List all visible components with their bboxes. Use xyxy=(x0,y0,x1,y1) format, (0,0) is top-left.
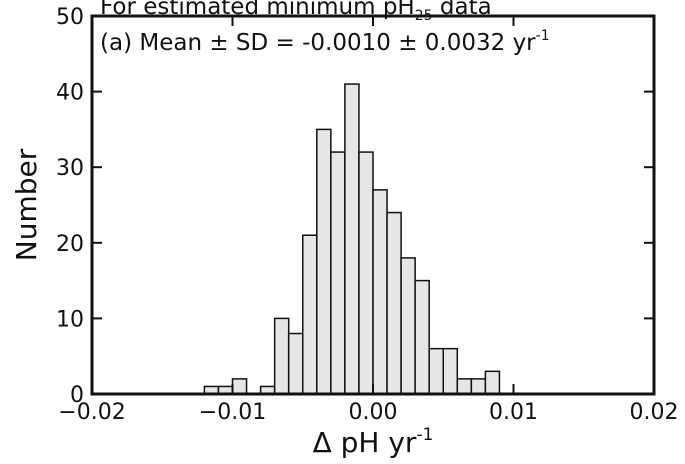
histogram-bar xyxy=(273,317,290,395)
histogram-bar xyxy=(344,83,360,395)
stats-annotation-text: (a) Mean ± SD = -0.0010 ± 0.0032 yr xyxy=(100,30,536,56)
histogram-bar xyxy=(414,279,430,395)
histogram-bar xyxy=(330,151,346,395)
y-tick-labels: 0 10 20 30 40 50 xyxy=(56,5,84,408)
histogram-bar xyxy=(386,211,402,395)
x-tick-label: −0.02 xyxy=(58,400,125,425)
y-axis-label: Number xyxy=(10,148,43,261)
histogram-bars xyxy=(203,83,501,395)
chart-title: For estimated minimum pH25 data xyxy=(100,0,492,24)
y-tick-label: 50 xyxy=(56,5,84,30)
histogram-bar xyxy=(316,128,332,395)
histogram-bar xyxy=(484,370,501,395)
histogram-bar xyxy=(287,332,304,395)
plot-frame xyxy=(90,14,656,396)
histogram-bar xyxy=(470,378,487,395)
y-tick-label: 40 xyxy=(56,81,84,106)
y-tick-label: 10 xyxy=(56,307,84,332)
y-tick-label: 0 xyxy=(70,383,84,408)
x-axis-label-superscript: -1 xyxy=(416,425,433,445)
x-axis-label-text: Δ pH yr xyxy=(313,426,417,459)
y-tick-label: 20 xyxy=(56,232,84,257)
x-axis-label: Δ pH yr-1 xyxy=(313,425,434,459)
x-tick-label: 0.01 xyxy=(489,400,538,425)
x-tick-label: 0.02 xyxy=(630,400,679,425)
histogram-bar xyxy=(400,257,416,395)
histogram-bar xyxy=(428,347,445,395)
histogram-bar xyxy=(372,189,388,395)
histogram-bar xyxy=(442,347,459,395)
x-tick-labels: −0.02 −0.01 0.00 0.01 0.02 xyxy=(58,400,678,425)
histogram-bar xyxy=(231,378,248,395)
y-tick-label: 30 xyxy=(56,156,84,181)
stats-annotation: (a) Mean ± SD = -0.0010 ± 0.0032 yr-1 xyxy=(100,28,550,56)
stats-annotation-superscript: -1 xyxy=(536,28,550,44)
histogram-bar xyxy=(456,378,473,395)
histogram-bar xyxy=(302,234,318,395)
x-tick-label: 0.00 xyxy=(349,400,398,425)
x-tick-label: −0.01 xyxy=(199,400,266,425)
histogram-bar xyxy=(358,151,374,395)
